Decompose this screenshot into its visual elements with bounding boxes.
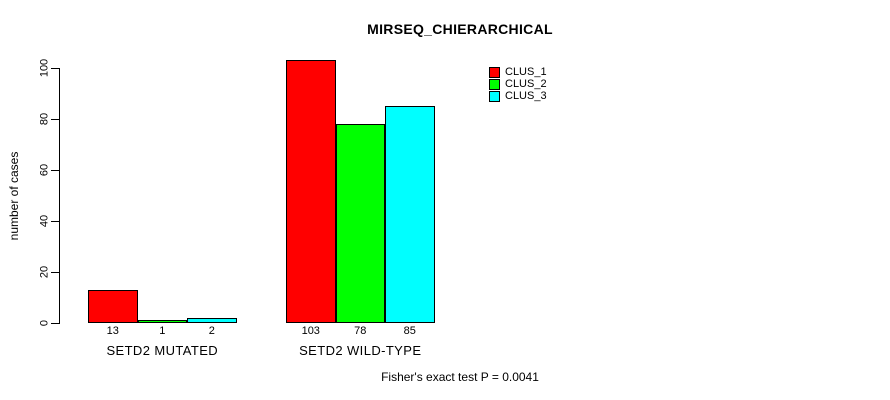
y-tick-label: 20 [38,265,51,279]
bar [385,106,435,323]
bar-value-label: 1 [159,325,166,337]
annotation-text: Fisher's exact test P = 0.0041 [381,370,539,384]
y-tick-label: 40 [38,214,51,228]
legend-swatch [489,78,500,90]
y-tick [51,272,59,273]
y-tick [51,323,59,324]
legend-swatch [489,66,500,78]
legend-label: CLUS_1 [505,65,547,78]
y-tick-label: 60 [38,163,51,177]
chart-title: MIRSEQ_CHIERARCHICAL [367,21,553,37]
bar-value-label: 13 [106,325,119,337]
bar-value-label: 85 [403,325,416,337]
category-label: SETD2 WILD-TYPE [299,343,422,358]
bar [137,320,187,323]
bar [286,60,336,323]
bar [88,289,138,323]
y-tick-label: 80 [38,112,51,126]
y-tick-label: 100 [38,58,51,78]
legend-label: CLUS_3 [505,90,547,103]
legend-label: CLUS_2 [505,77,547,90]
legend-item: CLUS_1 [489,66,547,78]
bar-value-label: 103 [301,325,320,337]
legend-swatch [489,91,500,103]
y-tick [51,221,59,222]
y-axis-line [59,68,60,324]
y-tick [51,170,59,171]
bar-value-label: 78 [354,325,367,337]
legend-item: CLUS_3 [489,91,547,103]
y-tick [51,68,59,69]
legend-item: CLUS_2 [489,78,547,90]
y-axis-label: number of cases [7,151,21,241]
bar [335,124,385,323]
category-label: SETD2 MUTATED [106,343,219,358]
y-tick-label: 0 [38,319,51,327]
bar [187,317,237,323]
y-tick [51,119,59,120]
bar-value-label: 2 [208,325,215,337]
